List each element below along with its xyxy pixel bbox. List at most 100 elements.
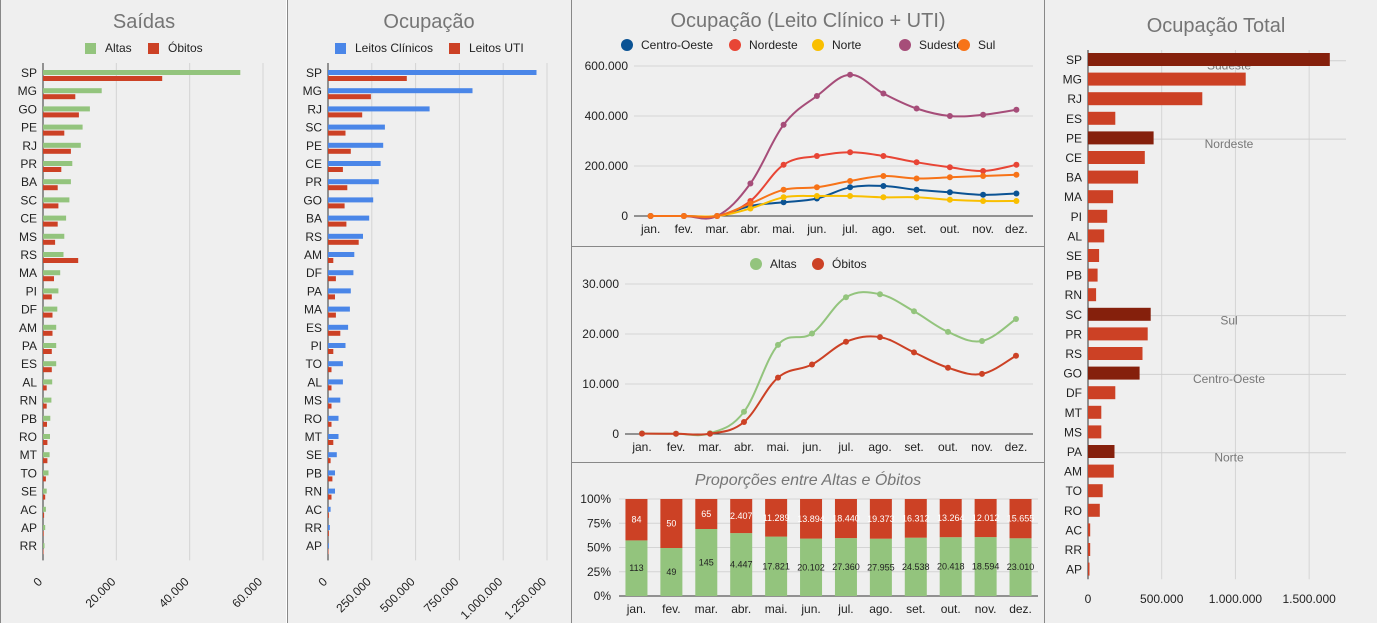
data-point-sudeste <box>980 111 987 118</box>
bar-mt-1 <box>43 458 48 464</box>
bar-ma <box>1088 190 1114 204</box>
legend-sul-marker <box>958 39 970 51</box>
data-point-norte <box>780 194 787 201</box>
stack-obitos-9 <box>939 499 962 538</box>
category-label-pi: PI <box>26 284 37 298</box>
bar-rs-1 <box>43 258 79 263</box>
data-point-sudeste <box>780 121 787 128</box>
category-label-rs: RS <box>1065 347 1082 361</box>
bar-pe <box>1088 131 1154 145</box>
legend-altas-marker <box>750 258 762 270</box>
category-label-ap: AP <box>306 539 322 553</box>
bar-ba-1 <box>43 185 58 191</box>
bar-go-1 <box>328 203 345 209</box>
bar-pr-1 <box>43 167 62 172</box>
category-label-mt: MT <box>20 448 38 462</box>
x-tick-label: dez. <box>1009 602 1032 616</box>
data-point-norte <box>1013 198 1020 204</box>
category-label-pb: PB <box>306 466 322 480</box>
category-label-pi: PI <box>1071 210 1082 224</box>
bar-pe-0 <box>43 124 83 130</box>
x-tick-label: abr. <box>731 602 751 616</box>
x-tick-label: 0 <box>315 574 330 589</box>
bar-ms-0 <box>43 233 65 239</box>
data-point-sul <box>880 173 887 179</box>
x-tick-label: 750.000 <box>421 574 462 615</box>
bar-es-0 <box>43 361 57 367</box>
category-label-mg: MG <box>303 84 322 98</box>
data-point-óbitos <box>877 334 883 341</box>
data-point-óbitos <box>639 430 645 437</box>
saidas-panel: Saídas Altas Óbitos 0 20.000 40.000 60.000 SP MG… <box>0 0 286 623</box>
bar-mg-0 <box>328 88 473 94</box>
x-tick-label: jan. <box>626 602 646 616</box>
category-label-ms: MS <box>304 394 322 408</box>
legend-leitos-uti-marker <box>449 43 460 54</box>
proporcoes-chart: Proporções entre Altas e Óbitos 0% 25% 50% 7… <box>580 470 1038 616</box>
stack-altas-0 <box>625 540 648 596</box>
category-label-ba: BA <box>306 212 322 226</box>
data-point-sudeste <box>946 113 953 119</box>
x-tick-label: 1.000.000 <box>1209 592 1263 606</box>
series-line-norte <box>650 194 1017 218</box>
chart-title: Ocupação <box>383 11 474 33</box>
category-label-pr: PR <box>1065 327 1082 341</box>
data-label-altas: 113 <box>629 563 643 573</box>
stack-altas-3 <box>730 533 753 596</box>
bar-df-0 <box>328 270 354 276</box>
bar-rr-0 <box>43 543 45 549</box>
altas-obitos-panel: Altas Óbitos 0 10.000 20.000 30.000 jan. fev. ma… <box>571 247 1044 463</box>
x-tick-label: jun. <box>801 440 821 454</box>
bar-ce <box>1088 151 1145 164</box>
bar-ba-1 <box>328 221 347 227</box>
category-label-mt: MT <box>1065 406 1083 420</box>
data-label-altas: 20.102 <box>797 562 825 572</box>
data-label-altas: 20.418 <box>937 562 965 572</box>
stack-altas-4 <box>765 536 788 596</box>
data-label-altas: 49 <box>666 567 676 577</box>
bar-rs-0 <box>43 252 64 257</box>
bar-rj-1 <box>43 148 71 154</box>
legend-leitos-clínicos-marker <box>335 43 346 54</box>
bar-df <box>1088 386 1116 400</box>
data-label-obitos: 12.012 <box>972 513 1000 523</box>
category-label-pb: PB <box>1066 269 1082 283</box>
category-label-ro: RO <box>1064 504 1082 518</box>
data-label-obitos: 65 <box>701 509 711 519</box>
x-tick-label: fev. <box>675 222 693 236</box>
x-tick-label: ago. <box>869 602 892 616</box>
x-tick-label: set. <box>907 222 926 236</box>
data-label-altas: 27.955 <box>867 562 895 572</box>
bar-se-0 <box>328 452 337 458</box>
saidas-chart: Saídas Altas Óbitos 0 20.000 40.000 60.000 SP MG… <box>18 11 266 610</box>
category-label-df: DF <box>21 303 37 317</box>
bar-mg-0 <box>43 88 102 94</box>
category-label-ms: MS <box>19 230 37 244</box>
category-label-pe: PE <box>1066 131 1082 145</box>
x-tick-label: jul. <box>841 222 857 236</box>
data-point-altas <box>877 291 883 298</box>
category-label-rn: RN <box>1065 288 1082 302</box>
ocupacao-panel: Ocupação Leitos Clínicos Leitos UTI 0 250.00… <box>287 0 571 623</box>
bar-rj-0 <box>43 142 81 148</box>
category-label-go: GO <box>1063 367 1082 381</box>
bar-ro-1 <box>43 440 48 445</box>
bar-to-1 <box>328 367 332 373</box>
category-label-to: TO <box>306 357 322 371</box>
series-line-óbitos <box>641 335 1017 436</box>
category-label-rj: RJ <box>22 139 37 153</box>
data-point-óbitos <box>843 338 849 345</box>
category-label-rn: RN <box>305 485 322 499</box>
category-label-mg: MG <box>18 84 37 98</box>
x-tick-label: nov. <box>972 222 994 236</box>
x-tick-label: mai. <box>765 602 788 616</box>
bar-pe-1 <box>43 130 65 136</box>
category-label-rn: RN <box>20 394 37 408</box>
data-point-altas <box>843 294 849 301</box>
bar-sc-1 <box>43 203 59 209</box>
bar-rs-0 <box>328 233 363 239</box>
x-tick-label: nov. <box>971 440 993 454</box>
category-label-pa: PA <box>307 284 322 298</box>
x-tick-label: fev. <box>667 440 685 454</box>
x-tick-label: jan. <box>640 222 660 236</box>
